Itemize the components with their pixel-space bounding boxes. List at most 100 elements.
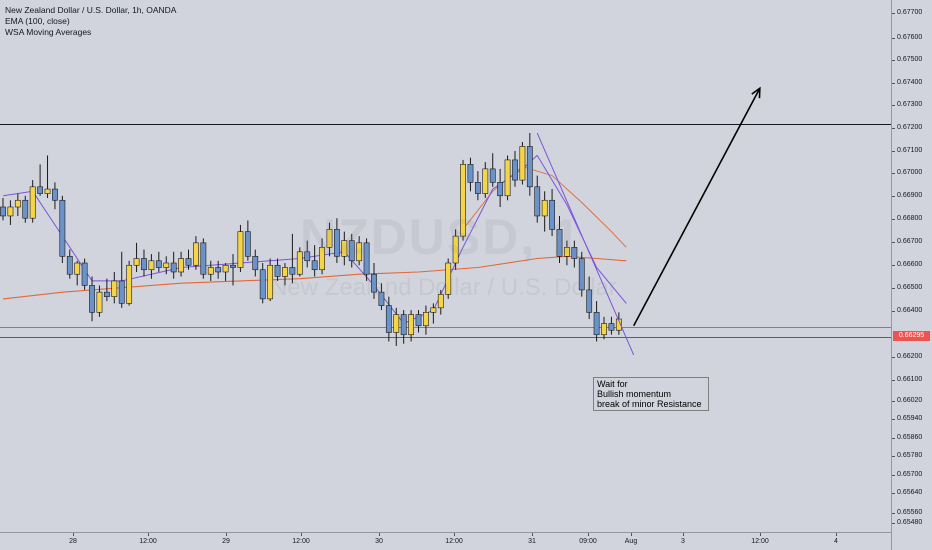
candle-body — [178, 258, 184, 273]
candle — [0, 198, 6, 221]
candle-body — [601, 323, 607, 336]
candle-body — [452, 235, 459, 264]
time-tick — [588, 533, 589, 536]
candle — [348, 233, 355, 268]
price-tick — [892, 13, 895, 14]
candle — [304, 240, 311, 268]
candle-body — [200, 242, 207, 275]
price-label: 0.66020 — [897, 397, 923, 404]
candle — [7, 200, 14, 225]
wsa-indicator-label[interactable]: WSA Moving Averages — [5, 27, 92, 37]
time-tick — [73, 533, 74, 536]
time-tick — [836, 533, 837, 536]
candle-body — [311, 260, 318, 271]
candle-body — [96, 291, 103, 313]
candle-body — [437, 294, 444, 309]
candle — [460, 159, 466, 241]
candle — [274, 258, 281, 281]
candle-body — [289, 267, 296, 275]
candle-body — [556, 229, 563, 257]
time-label: 12:00 — [445, 538, 463, 545]
candle-body — [237, 231, 244, 268]
candle-body — [14, 199, 21, 208]
price-tick — [892, 288, 895, 289]
candle — [319, 238, 325, 275]
price-label: 0.66700 — [897, 238, 923, 245]
candle — [52, 182, 58, 210]
candle — [230, 254, 236, 286]
candle-body — [497, 182, 504, 197]
candle-body — [126, 264, 133, 304]
candle — [126, 260, 133, 306]
candle-body — [578, 258, 585, 291]
candle-body — [415, 314, 422, 327]
candle — [193, 236, 199, 270]
time-label: 12:00 — [139, 538, 157, 545]
candle-body — [549, 199, 555, 230]
candle — [296, 247, 303, 277]
candle-body — [37, 186, 43, 194]
wsa-moving-average-line — [2, 154, 627, 325]
candle-body — [304, 251, 311, 262]
candle-body — [66, 255, 73, 275]
symbol-title[interactable]: New Zealand Dollar / U.S. Dollar, 1h, OA… — [5, 5, 177, 15]
candle-body — [348, 240, 355, 262]
price-tick — [892, 83, 895, 84]
price-label: 0.66500 — [897, 284, 923, 291]
candle-body — [430, 307, 437, 313]
candle — [363, 238, 370, 281]
price-label: 0.66600 — [897, 261, 923, 268]
candle-body — [274, 264, 281, 277]
text-annotation[interactable]: Wait for Bullish momentum break of minor… — [593, 377, 709, 411]
candle-body — [215, 267, 222, 273]
candle-body — [333, 229, 340, 257]
price-tick — [892, 128, 895, 129]
price-label: 0.66900 — [897, 192, 923, 199]
candle — [512, 150, 518, 187]
price-label: 0.67600 — [897, 34, 923, 41]
price-chart[interactable] — [0, 0, 891, 532]
candle-body — [408, 314, 414, 336]
price-tick — [892, 242, 895, 243]
price-label: 0.67500 — [897, 56, 923, 63]
candle-body — [22, 199, 29, 219]
candle — [437, 289, 444, 315]
candle — [341, 231, 348, 266]
price-tick — [892, 357, 895, 358]
price-label: 0.65560 — [897, 509, 923, 516]
time-label: Aug — [624, 538, 638, 545]
candle-body — [564, 247, 570, 257]
time-tick — [631, 533, 632, 536]
price-label: 0.65640 — [897, 489, 923, 496]
price-axis[interactable]: 0.67700 0.67600 0.67500 0.67400 0.67300 0.672… — [891, 0, 932, 550]
candle — [244, 220, 251, 261]
candle-body — [326, 229, 333, 248]
candle-body — [74, 262, 81, 275]
candle — [556, 215, 563, 264]
downtrend-line — [536, 132, 635, 356]
candle-body — [541, 199, 548, 217]
candle — [482, 162, 489, 199]
candle — [467, 157, 474, 192]
candle-body — [148, 260, 155, 271]
candle-body — [81, 262, 88, 286]
price-tick — [892, 523, 895, 524]
ema-indicator-label[interactable]: EMA (100, close) — [5, 16, 70, 26]
candle — [185, 249, 192, 270]
candle-body — [29, 186, 36, 219]
candle-body — [363, 242, 370, 275]
annotation-line-2: Bullish momentum — [597, 389, 672, 399]
candle — [452, 229, 459, 270]
candle-body — [460, 164, 466, 237]
candle — [44, 155, 51, 199]
annotation-line-1: Wait for — [597, 379, 628, 389]
candle-body — [296, 251, 303, 275]
candle — [430, 303, 437, 324]
time-label: 30 — [375, 538, 383, 545]
candle — [497, 168, 504, 207]
candle — [14, 193, 21, 216]
candle — [207, 260, 214, 281]
candle-body — [393, 314, 400, 333]
time-tick — [379, 533, 380, 536]
